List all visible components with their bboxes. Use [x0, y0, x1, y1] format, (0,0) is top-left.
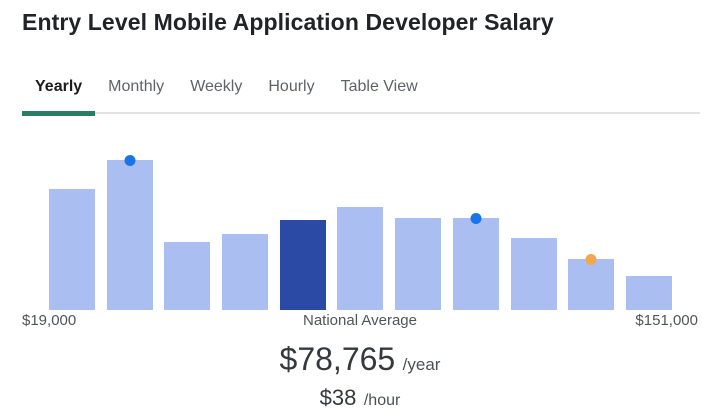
bar-national-average[interactable]: [279, 220, 326, 310]
blue-marker-dot: [470, 213, 482, 224]
national-average-yearly: $78,765 /year: [0, 340, 720, 385]
bar-0[interactable]: [49, 189, 95, 310]
page-title: Entry Level Mobile Application Developer…: [22, 9, 554, 35]
axis-min-label: $19,000: [22, 312, 77, 329]
salary-widget: Entry Level Mobile Application Developer…: [0, 8, 720, 416]
tab-hourly[interactable]: Hourly: [268, 78, 315, 95]
blue-marker-dot: [124, 155, 136, 166]
bar-2[interactable]: [164, 242, 211, 310]
bar-8[interactable]: [510, 238, 557, 310]
bar-5[interactable]: [337, 207, 384, 310]
hourly-salary-unit: /hour: [363, 392, 401, 409]
bars-container: [49, 127, 672, 310]
salary-distribution-chart: [24, 127, 696, 310]
yearly-salary-value: $78,765: [279, 341, 396, 377]
bar-3[interactable]: [222, 234, 269, 310]
yearly-salary-unit: /year: [402, 355, 441, 374]
tab-table-view[interactable]: Table View: [340, 78, 418, 95]
axis-labels: $19,000 National Average $151,000: [22, 312, 698, 330]
orange-marker-dot: [585, 254, 597, 265]
tab-monthly[interactable]: Monthly: [108, 78, 165, 95]
axis-center-label: National Average: [303, 312, 417, 329]
tab-bar: Yearly Monthly Weekly Hourly Table View: [22, 72, 700, 116]
tab-yearly[interactable]: Yearly: [22, 72, 96, 116]
hourly-salary-value: $38: [319, 385, 357, 410]
bar-10[interactable]: [625, 276, 672, 310]
tab-weekly[interactable]: Weekly: [190, 78, 243, 95]
bar-1[interactable]: [106, 155, 153, 310]
axis-max-label: $151,000: [635, 312, 698, 329]
national-average-hourly: $38 /hour: [0, 386, 720, 413]
bar-7[interactable]: [452, 213, 499, 310]
bar-6[interactable]: [395, 218, 442, 310]
bar-9[interactable]: [568, 254, 615, 310]
